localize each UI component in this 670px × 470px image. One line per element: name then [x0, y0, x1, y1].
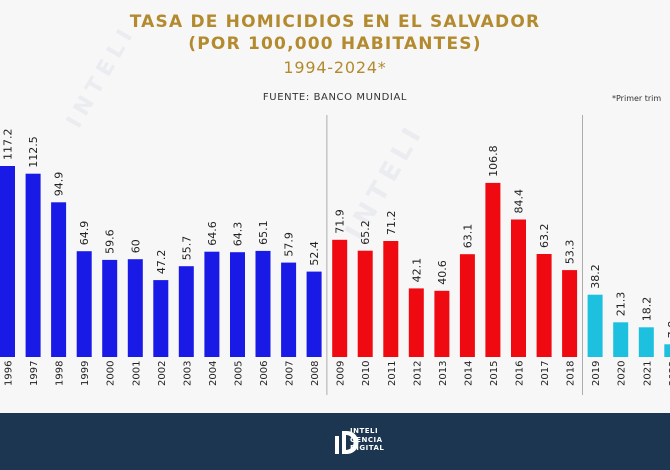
x-tick-label-1999: 1999: [80, 361, 91, 386]
value-label-2008: 52.4: [308, 241, 321, 266]
x-tick-label-2001: 2001: [131, 361, 142, 386]
value-label-2014: 63.1: [461, 224, 474, 249]
bar-2020: [613, 322, 629, 357]
bar-1996: [0, 166, 15, 357]
x-tick-label-2003: 2003: [182, 361, 193, 386]
bar-2007: [281, 262, 297, 357]
bar-2017: [536, 254, 552, 357]
chart-title-line2: (POR 100,000 HABITANTES): [188, 34, 482, 54]
source-label: FUENTE: BANCO MUNDIAL: [262, 92, 408, 103]
value-label-1997: 112.5: [27, 136, 40, 168]
bar-2001: [127, 259, 143, 357]
x-tick-label-2013: 2013: [438, 361, 449, 386]
x-tick-label-2011: 2011: [387, 361, 398, 386]
value-label-2012: 42.1: [410, 258, 423, 283]
chart-subtitle: 1994-2024*: [283, 58, 387, 77]
bar-2013: [434, 290, 450, 357]
x-tick-label-2019: 2019: [591, 361, 602, 386]
x-tick-label-2009: 2009: [336, 361, 347, 386]
x-tick-label-2016: 2016: [515, 361, 526, 386]
bar-2018: [562, 270, 578, 357]
x-tick-label-2004: 2004: [208, 361, 219, 386]
value-label-2007: 57.9: [283, 232, 296, 257]
value-label-2001: 60: [129, 239, 142, 253]
x-tick-label-2008: 2008: [310, 361, 321, 386]
value-label-2022: 7.8: [666, 321, 670, 339]
bar-2010: [357, 250, 373, 357]
value-label-2004: 64.6: [206, 221, 219, 246]
footnote-label: *Primer trim: [612, 94, 662, 103]
bar-2009: [332, 239, 348, 357]
x-tick-label-2022: 2022: [668, 361, 670, 386]
x-tick-label-1996: 1996: [4, 361, 15, 386]
x-tick-label-2017: 2017: [540, 361, 551, 386]
bar-chart: 117.2 112.5 94.9 64.9 59.6 60 47.2 55.7 64.6 64.3…: [0, 115, 670, 395]
bar-2008: [306, 271, 322, 357]
x-tick-label-2012: 2012: [412, 361, 423, 386]
value-label-2000: 59.6: [104, 229, 117, 254]
value-label-1999: 64.9: [78, 221, 91, 246]
x-tick-label-2015: 2015: [489, 361, 500, 386]
value-label-2009: 71.9: [334, 209, 347, 234]
brand-logo-text: INTELI GENCIA DIGITAL: [350, 427, 385, 452]
bar-1999: [76, 251, 92, 357]
bar-1997: [25, 173, 41, 357]
x-tick-label-2007: 2007: [285, 361, 296, 386]
value-label-2006: 65.1: [257, 220, 270, 245]
x-tick-label-1998: 1998: [55, 361, 66, 386]
x-tick-label-2014: 2014: [463, 361, 474, 386]
value-label-1998: 94.9: [53, 172, 66, 197]
value-label-2019: 38.2: [589, 264, 602, 289]
bar-2022: [664, 344, 670, 357]
value-label-2011: 71.2: [385, 211, 398, 236]
value-label-1996: 117.2: [2, 129, 15, 161]
value-label-2010: 65.2: [359, 220, 372, 245]
x-tick-label-2010: 2010: [361, 361, 372, 386]
x-tick-label-2021: 2021: [642, 361, 653, 386]
bar-2016: [511, 219, 526, 357]
bar-2003: [178, 266, 194, 357]
value-label-2018: 53.3: [564, 240, 577, 265]
bar-2019: [587, 294, 603, 357]
bar-2000: [102, 259, 118, 357]
bar-2006: [255, 250, 271, 357]
x-tick-label-2005: 2005: [234, 361, 245, 386]
bar-2012: [408, 288, 424, 357]
value-label-2002: 47.2: [155, 250, 168, 275]
x-tick-label-2020: 2020: [617, 361, 628, 386]
bar-2014: [459, 254, 475, 357]
bar-1998: [51, 202, 67, 357]
bar-2021: [638, 327, 654, 357]
bar-2015: [485, 182, 501, 357]
value-label-2005: 64.3: [232, 222, 245, 247]
value-label-2015: 106.8: [487, 145, 500, 177]
bar-2002: [153, 280, 169, 357]
value-label-2016: 84.4: [513, 189, 526, 214]
x-tick-label-2006: 2006: [259, 361, 270, 386]
x-tick-label-2000: 2000: [106, 361, 117, 386]
value-label-2021: 18.2: [640, 297, 653, 322]
value-label-2020: 21.3: [615, 292, 628, 317]
chart-title-line1: TASA DE HOMICIDIOS EN EL SALVADOR: [129, 12, 541, 32]
value-label-2013: 40.6: [436, 260, 449, 285]
bar-2004: [204, 251, 220, 357]
value-label-2017: 63.2: [538, 224, 551, 249]
bar-2005: [230, 252, 245, 357]
bar-2011: [383, 241, 399, 357]
x-tick-label-2002: 2002: [157, 361, 168, 386]
x-tick-label-2018: 2018: [566, 361, 577, 386]
brand-logo-icon: [335, 431, 359, 454]
x-tick-label-1997: 1997: [29, 361, 40, 386]
value-label-2003: 55.7: [180, 236, 193, 261]
